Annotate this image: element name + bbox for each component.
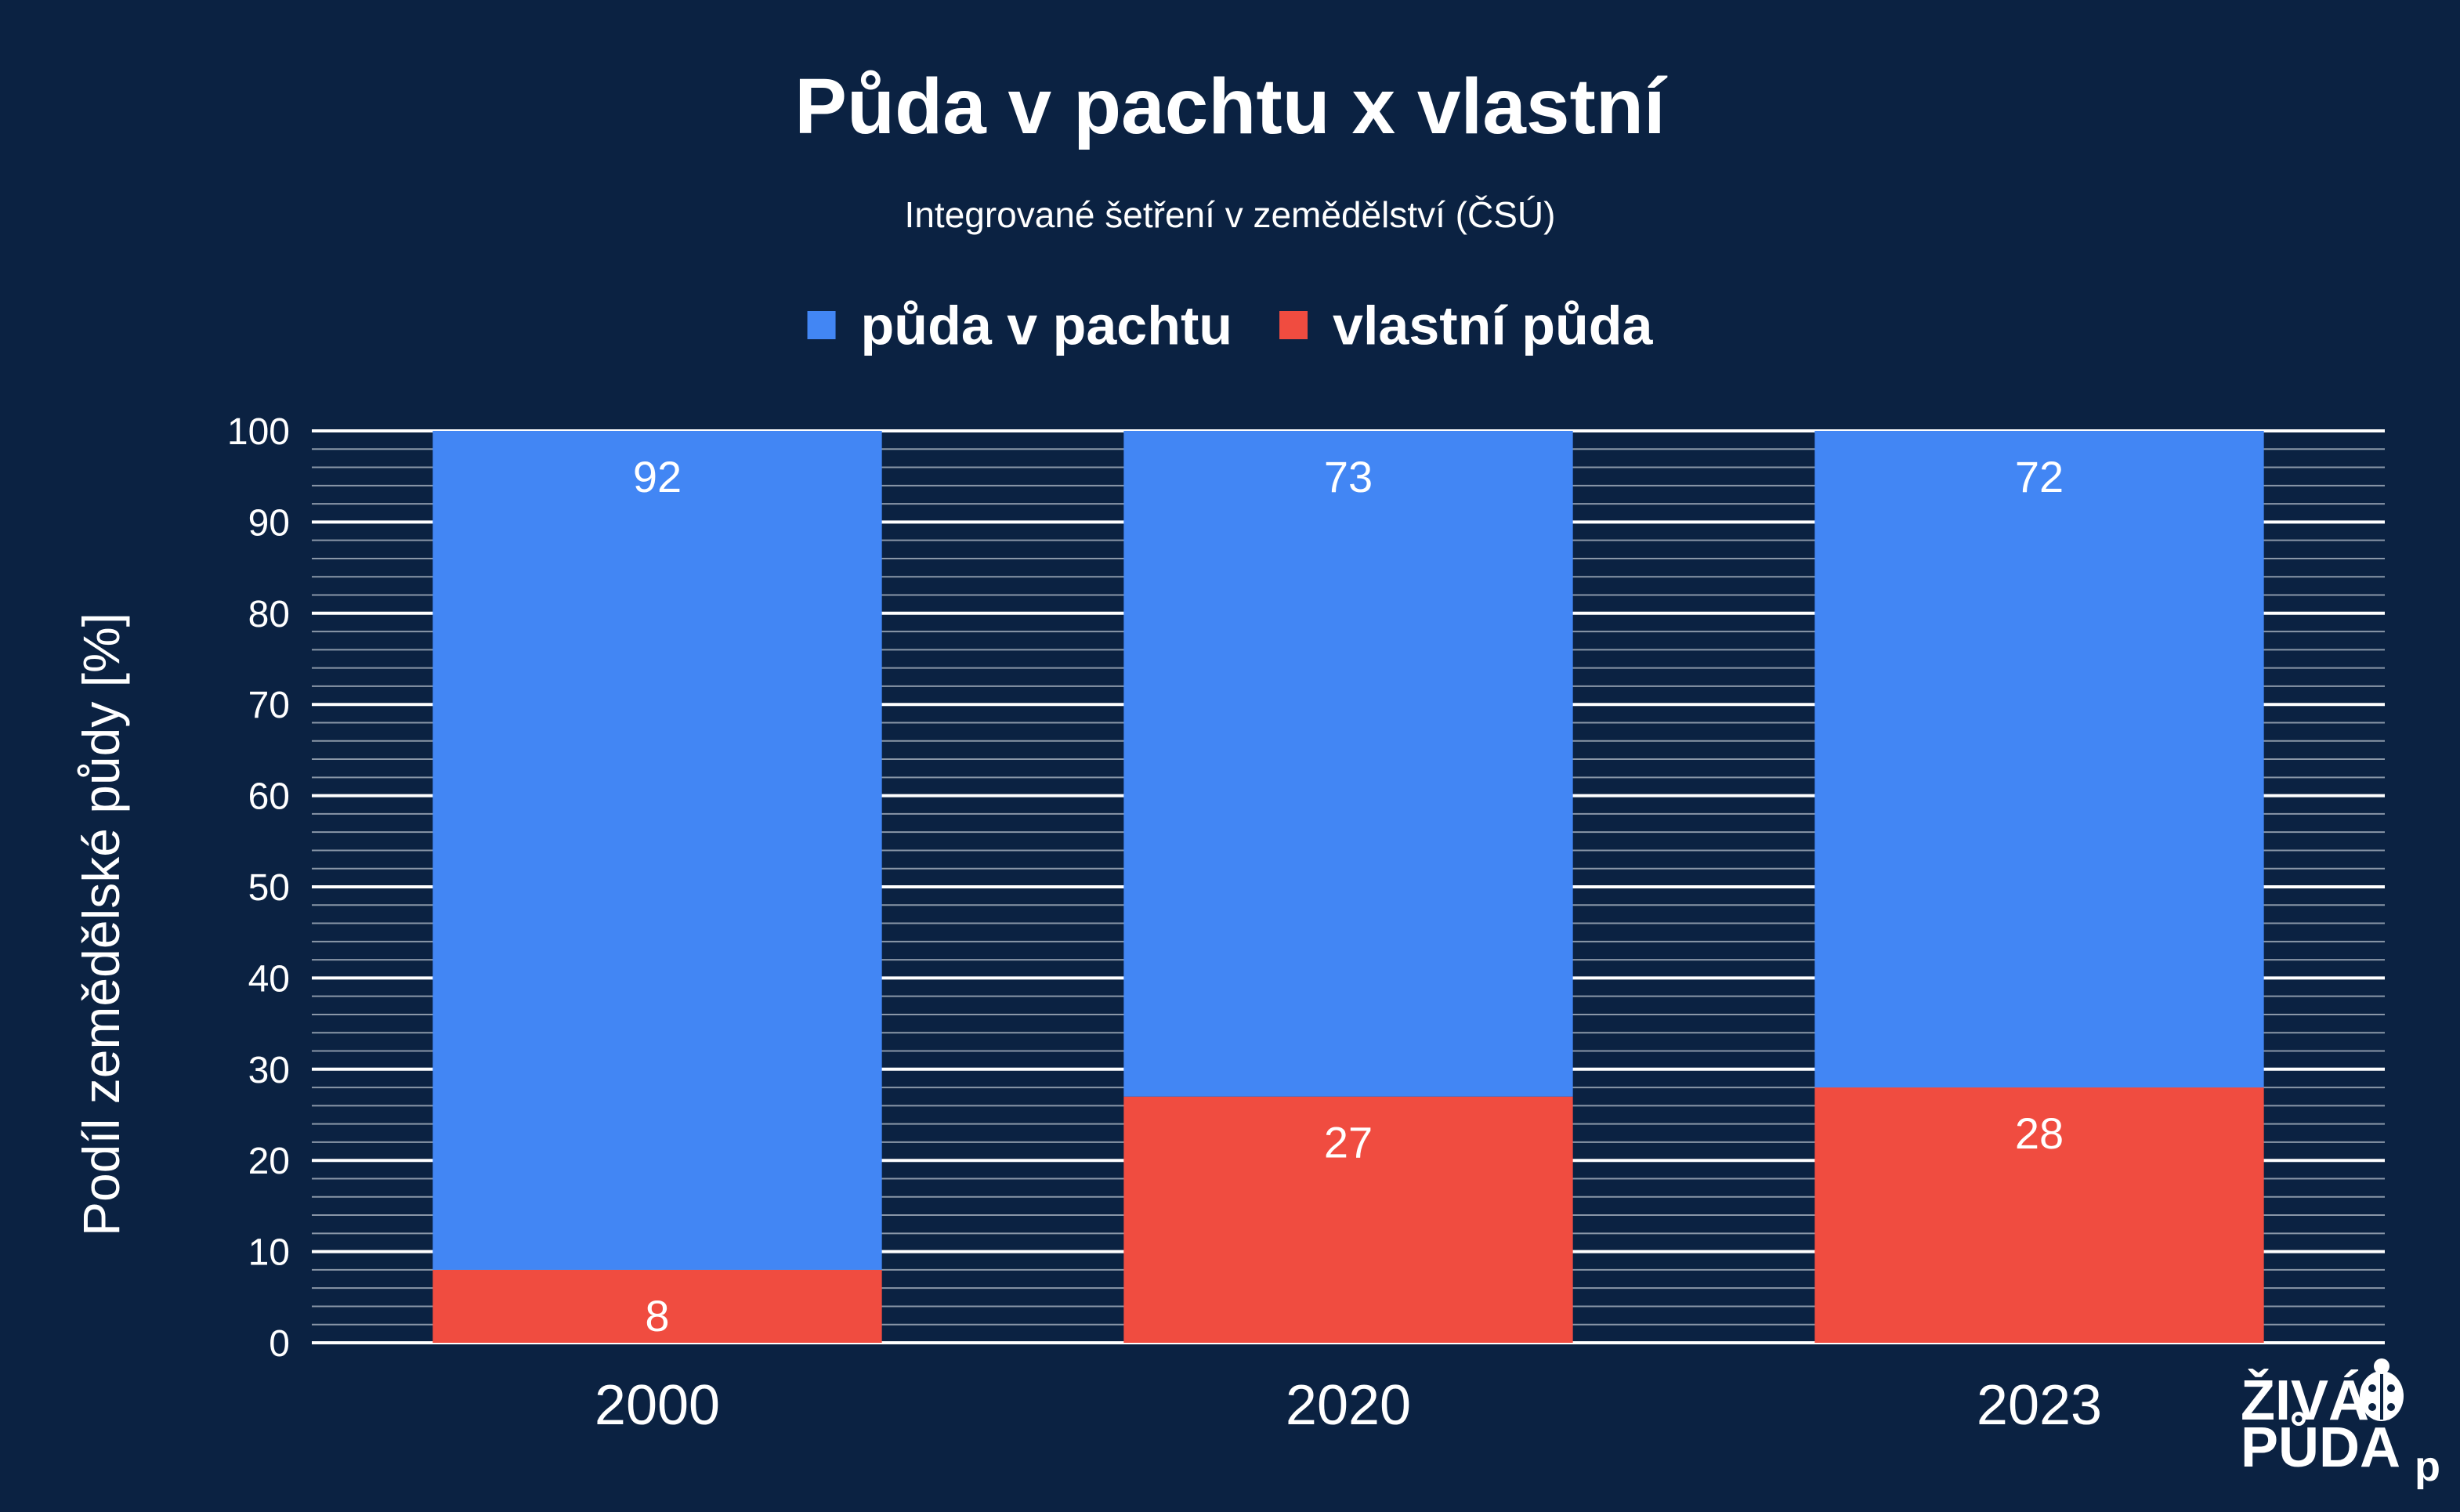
chart-bars: 8 92 27 73 28 72 bbox=[432, 431, 2264, 1343]
x-tick-label: 2020 bbox=[1286, 1374, 1411, 1437]
legend-label: vlastní půda bbox=[1333, 295, 1653, 356]
x-tick-label: 2023 bbox=[1977, 1374, 2102, 1437]
chart-subtitle: Integrované šetření v zemědělství (ČSÚ) bbox=[905, 194, 1556, 235]
data-label: 92 bbox=[633, 452, 682, 501]
legend-item-vlastní-půda: vlastní půda bbox=[1279, 295, 1654, 356]
y-axis-ticks: 0 10 20 30 40 50 60 70 80 90 100 bbox=[227, 411, 290, 1365]
data-label: 8 bbox=[645, 1291, 669, 1340]
y-tick-label: 0 bbox=[269, 1323, 290, 1365]
y-tick-label: 50 bbox=[248, 867, 290, 909]
x-tick-label: 2000 bbox=[595, 1374, 720, 1437]
y-tick-label: 60 bbox=[248, 776, 290, 818]
y-tick-label: 100 bbox=[227, 411, 290, 453]
y-tick-label: 80 bbox=[248, 594, 290, 635]
bar-půda-v-pachtu-2000 bbox=[432, 431, 882, 1270]
legend-item-půda-v-pachtu: půda v pachtu bbox=[807, 295, 1232, 356]
ziva-puda-logo: ŽIVÁ PŮDA p bbox=[2241, 1358, 2440, 1490]
logo-line-1: ŽIVÁ bbox=[2241, 1369, 2369, 1432]
data-label: 72 bbox=[2015, 452, 2064, 501]
legend-swatch bbox=[807, 311, 836, 339]
y-tick-label: 90 bbox=[248, 502, 290, 544]
chart-title: Půda v pachtu x vlastní bbox=[794, 63, 1668, 150]
bar-vlastní-půda-2023 bbox=[1814, 1087, 2264, 1343]
bar-vlastní-půda-2000 bbox=[432, 1269, 882, 1343]
logo-suffix: p bbox=[2415, 1443, 2440, 1490]
logo-line-2: PŮDA bbox=[2241, 1412, 2400, 1479]
bar-vlastní-půda-2020 bbox=[1123, 1096, 1573, 1343]
bar-půda-v-pachtu-2023 bbox=[1814, 431, 2264, 1088]
data-label: 27 bbox=[1324, 1118, 1373, 1167]
data-label: 73 bbox=[1324, 452, 1373, 501]
y-tick-label: 30 bbox=[248, 1050, 290, 1091]
ladybug-icon bbox=[2360, 1358, 2404, 1421]
y-tick-label: 70 bbox=[248, 685, 290, 726]
legend-label: půda v pachtu bbox=[861, 295, 1232, 356]
chart-legend: půda v pachtu vlastní půda bbox=[807, 295, 1654, 356]
x-axis-ticks: 2000 2020 2023 bbox=[595, 1374, 2102, 1437]
y-tick-label: 20 bbox=[248, 1141, 290, 1182]
bar-půda-v-pachtu-2020 bbox=[1123, 431, 1573, 1097]
data-label: 28 bbox=[2015, 1109, 2064, 1158]
y-tick-label: 10 bbox=[248, 1232, 290, 1274]
legend-swatch bbox=[1279, 311, 1308, 339]
y-tick-label: 40 bbox=[248, 958, 290, 1000]
y-axis-label: Podíl zemědělské půdy [%] bbox=[72, 613, 130, 1236]
